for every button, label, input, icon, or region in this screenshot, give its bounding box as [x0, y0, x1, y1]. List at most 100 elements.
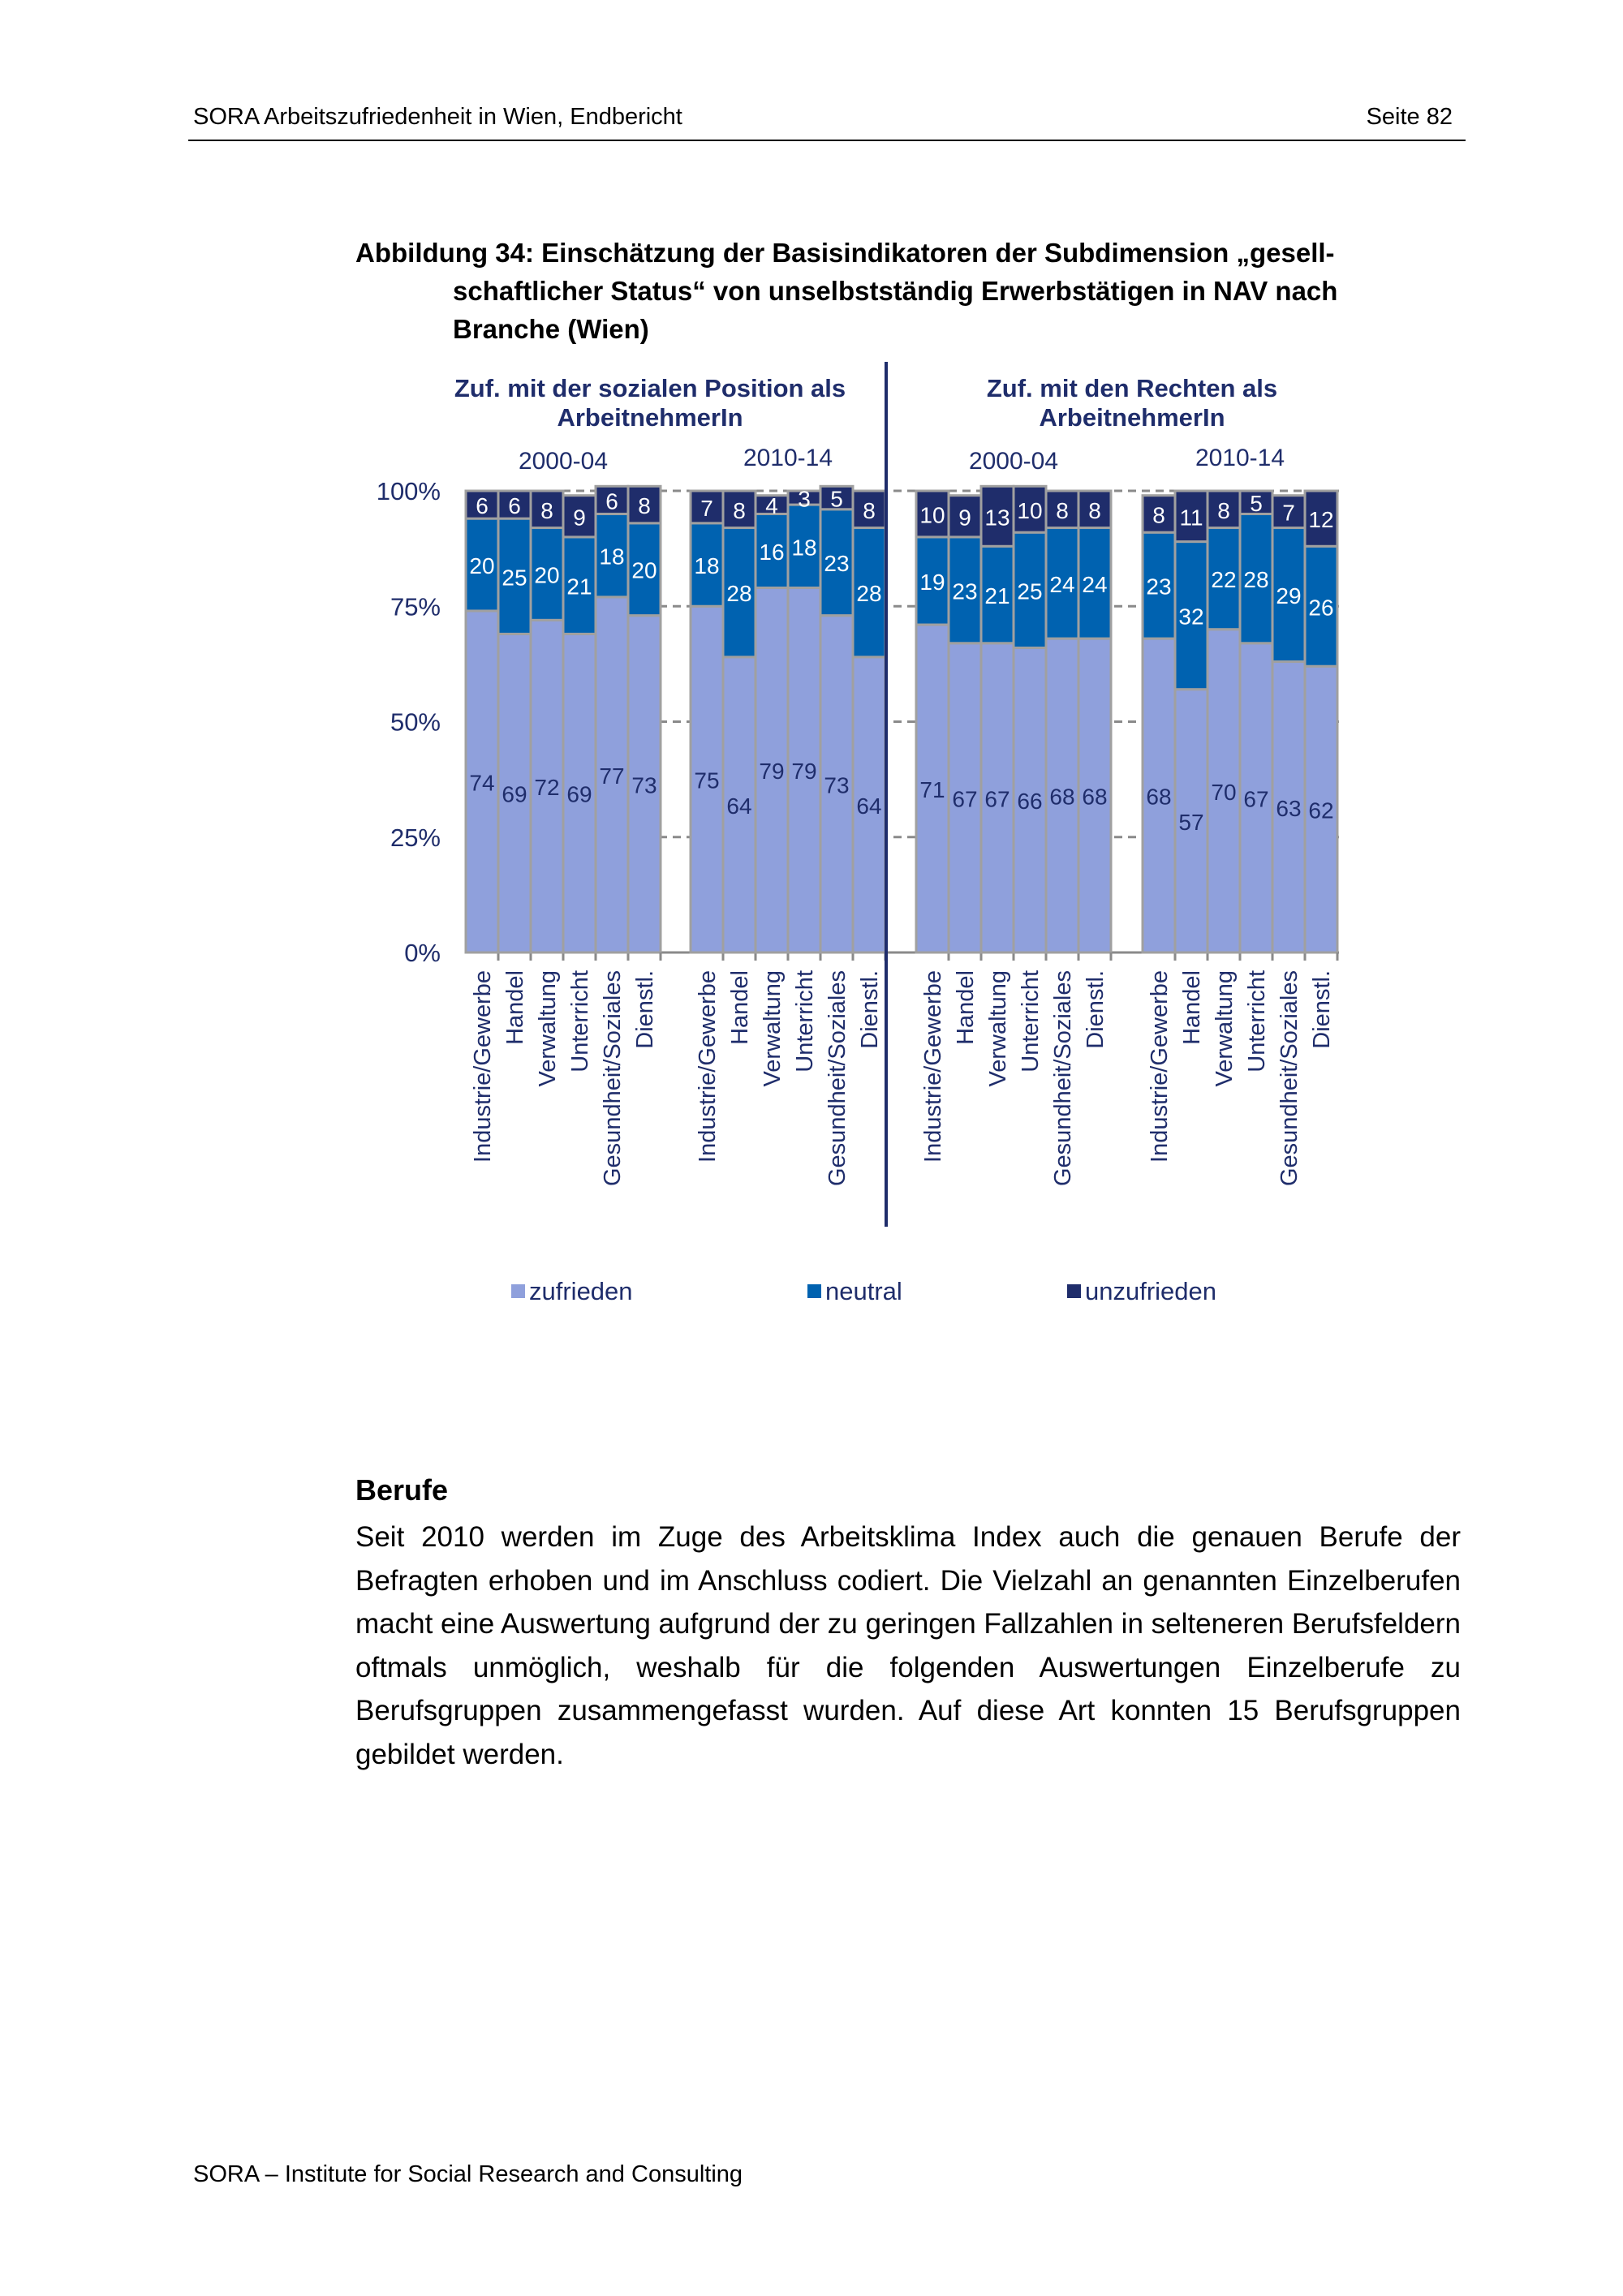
data-label-neutral: 22: [1211, 567, 1236, 592]
data-label-unzufrieden: 8: [540, 498, 553, 523]
data-label-neutral: 21: [984, 583, 1010, 608]
period-label: 2000-04: [969, 448, 1058, 475]
bar-segment-neutral: [979, 544, 1015, 645]
bar-segment-unzufrieden: [947, 494, 983, 539]
bar-segment-neutral: [689, 522, 725, 608]
bar-segment-zufrieden: [1077, 637, 1113, 954]
bar-segment-neutral: [1077, 527, 1113, 640]
data-label-neutral: 29: [1276, 583, 1301, 608]
data-label-zufrieden: 68: [1082, 785, 1107, 810]
data-label-zufrieden: 57: [1178, 810, 1203, 835]
category-label: Gesundheit/Soziales: [600, 970, 626, 1186]
bar-segment-zufrieden: [947, 642, 983, 954]
figure-caption: Abbildung 34: Einschätzung der Basisindi…: [355, 234, 1427, 348]
data-label-zufrieden: 67: [984, 786, 1010, 811]
category-label: Dienstl.: [632, 970, 658, 1049]
data-label-zufrieden: 72: [534, 775, 559, 800]
category-label: Gesundheit/Soziales: [1050, 970, 1076, 1186]
data-label-unzufrieden: 8: [733, 498, 746, 523]
bar-segment-unzufrieden: [1141, 494, 1177, 534]
data-label-neutral: 20: [534, 562, 559, 587]
data-label-neutral: 26: [1308, 595, 1333, 620]
data-label-zufrieden: 71: [919, 777, 945, 802]
data-label-zufrieden: 67: [952, 786, 977, 811]
category-label: Industrie/Gewerbe: [695, 970, 721, 1163]
category-label: Verwaltung: [985, 970, 1011, 1087]
bar-segment-neutral: [1012, 531, 1048, 649]
data-label-unzufrieden: 11: [1179, 505, 1203, 530]
panel-title: Zuf. mit den Rechten als: [987, 374, 1277, 402]
data-label-neutral: 28: [726, 581, 751, 606]
bar-segment-neutral: [1271, 527, 1307, 664]
category-label: Industrie/Gewerbe: [1147, 970, 1173, 1163]
page-footer: SORA – Institute for Social Research and…: [193, 2161, 743, 2187]
data-label-unzufrieden: 6: [476, 493, 489, 518]
bar-segment-neutral: [1206, 527, 1242, 631]
page-number: Seite 82: [1366, 104, 1453, 130]
data-label-zufrieden: 68: [1049, 785, 1074, 810]
legend-swatch-zufrieden: [511, 1284, 525, 1298]
bar-segment-zufrieden: [497, 632, 532, 954]
category-label: Dienstl.: [1083, 970, 1109, 1049]
data-label-zufrieden: 73: [631, 772, 657, 798]
category-label: Verwaltung: [760, 970, 786, 1087]
category-label: Verwaltung: [1212, 970, 1238, 1087]
data-label-unzufrieden: 13: [984, 505, 1010, 530]
data-label-unzufrieden: 12: [1308, 507, 1333, 532]
data-label-zufrieden: 77: [599, 763, 624, 789]
data-label-unzufrieden: 5: [830, 487, 843, 512]
category-label: Gesundheit/Soziales: [824, 970, 850, 1186]
bar-segment-zufrieden: [915, 623, 950, 954]
y-tick-label: 100%: [377, 477, 441, 505]
bar-segment-zufrieden: [819, 614, 855, 954]
category-label: Handel: [727, 970, 753, 1045]
data-label-unzufrieden: 10: [1017, 498, 1042, 523]
stacked-bar-chart: 0% 25% 50% 75% 100% Zuf. mit der sozialen Pos…: [377, 362, 1339, 1305]
bar-segment-unzufrieden: [594, 484, 630, 515]
data-label-zufrieden: 69: [566, 782, 592, 807]
bar-segment-neutral: [529, 527, 565, 621]
y-tick-label: 50%: [390, 708, 441, 737]
data-label-neutral: 19: [919, 570, 945, 595]
bar-segment-zufrieden: [1303, 664, 1339, 954]
category-label: Gesundheit/Soziales: [1276, 970, 1302, 1186]
bar-segment-unzufrieden: [1173, 489, 1209, 544]
header-rule: [188, 140, 1466, 141]
data-label-zufrieden: 73: [824, 772, 849, 798]
data-label-neutral: 23: [952, 578, 977, 604]
data-label-unzufrieden: 8: [1217, 498, 1230, 523]
y-tick-label: 25%: [390, 823, 441, 852]
category-label: Unterricht: [567, 970, 593, 1073]
panel-title: Zuf. mit der sozialen Position als: [454, 374, 846, 402]
data-label-zufrieden: 79: [759, 759, 784, 784]
data-label-unzufrieden: 7: [700, 496, 713, 521]
data-label-unzufrieden: 10: [919, 502, 945, 527]
data-label-unzufrieden: 9: [573, 505, 586, 530]
data-label-unzufrieden: 7: [1282, 501, 1295, 526]
bar-segment-neutral: [1044, 527, 1080, 640]
data-label-unzufrieden: 8: [638, 493, 651, 518]
data-label-neutral: 20: [469, 553, 494, 578]
bar-segment-neutral: [1173, 540, 1209, 691]
bar-segment-unzufrieden: [851, 489, 887, 530]
category-label: Dienstl.: [857, 970, 883, 1049]
caption-rest: schaftlicher Status“ von unselbstständig…: [453, 276, 1338, 344]
bar-segment-unzufrieden: [689, 489, 725, 525]
bar-segment-neutral: [1141, 531, 1177, 640]
category-label: Handel: [1179, 970, 1205, 1045]
data-label-neutral: 32: [1178, 604, 1203, 630]
data-label-zufrieden: 75: [694, 768, 719, 793]
data-label-unzufrieden: 9: [958, 505, 971, 530]
caption-line-1: Abbildung 34: Einschätzung der Basisindi…: [355, 238, 1335, 268]
data-label-neutral: 24: [1049, 572, 1074, 597]
body-paragraph: Seit 2010 werden im Zuge des Arbeitsklim…: [355, 1521, 1461, 1770]
data-label-unzufrieden: 5: [1250, 491, 1263, 516]
data-label-neutral: 18: [599, 544, 624, 570]
category-label: Dienstl.: [1309, 970, 1335, 1049]
bar-segment-unzufrieden: [819, 484, 855, 511]
bar-segment-zufrieden: [1012, 646, 1048, 954]
data-label-unzufrieden: 8: [1152, 502, 1165, 527]
data-label-neutral: 18: [694, 553, 719, 578]
bar-segment-neutral: [721, 527, 757, 659]
data-label-unzufrieden: 3: [798, 487, 811, 512]
